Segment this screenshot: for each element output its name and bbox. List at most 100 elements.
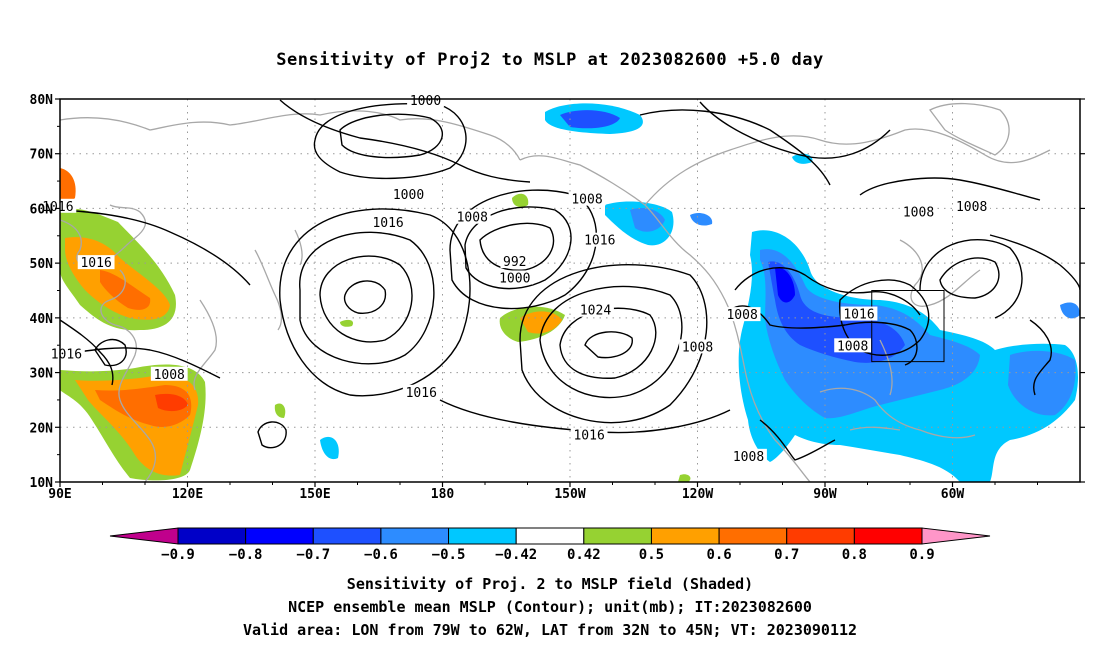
shade-negative-atlantic-east <box>1008 350 1076 416</box>
colorbar-segment <box>786 527 855 545</box>
shade-positive-asia-south-peak <box>155 393 188 412</box>
contour-label: 1008 <box>457 211 488 226</box>
lat-label: 80N <box>30 93 54 108</box>
lon-label: 120E <box>172 487 203 502</box>
coastline-greenland <box>929 102 1010 156</box>
coastline-japan <box>254 229 303 331</box>
lon-label: 90E <box>48 487 71 502</box>
coastline-florida <box>849 339 901 431</box>
contour-label-bg <box>47 346 85 361</box>
contour-label: 1016 <box>51 348 82 363</box>
contour-high-west-3 <box>299 231 435 365</box>
lat-label: 10N <box>30 476 54 491</box>
colorbar-label: −0.7 <box>296 547 330 563</box>
contour-high-pacific-4 <box>519 264 708 424</box>
contour-label: 1016 <box>843 308 874 323</box>
shade-positive-small-2 <box>340 319 354 327</box>
lat-lon-grid <box>60 99 1080 482</box>
contour-label-bg <box>390 186 427 201</box>
colorbar-label: −0.42 <box>495 547 537 563</box>
colorbar-segment <box>245 527 314 545</box>
contour-1008-asia <box>60 347 221 379</box>
shade-negative-america-core <box>768 261 905 363</box>
shade-positive-small-4 <box>678 474 691 482</box>
contour-1016-asia-left <box>60 319 114 386</box>
lat-label: 20N <box>30 421 54 436</box>
contour-label: 1008 <box>154 368 185 383</box>
contour-label: 1008 <box>733 450 764 465</box>
shade-positive-asia-north-core <box>100 270 151 310</box>
sensitivity-shading <box>60 103 1080 482</box>
contour-label-bg <box>500 254 530 269</box>
contour-low-siberia <box>339 113 443 159</box>
contour-1008-north-america <box>989 234 1080 291</box>
colorbar-label: 0.7 <box>774 547 799 563</box>
contour-label-bg <box>953 198 991 213</box>
contour-label: 1016 <box>584 234 615 249</box>
lat-label: 50N <box>30 257 54 272</box>
contour-north-top <box>699 101 891 159</box>
contour-low-siberia-outer <box>313 103 467 180</box>
contour-alaska-top <box>639 109 831 186</box>
coastline-gulf <box>819 387 976 439</box>
colorbar-label: 0.6 <box>706 547 731 563</box>
coastline-siberia <box>60 110 521 161</box>
contour-label-bg <box>453 209 491 224</box>
colorbar-right-arrow <box>921 527 991 545</box>
contour-small-low-south <box>257 421 287 449</box>
contour-canada-1 <box>859 177 1041 201</box>
contour-label: 1016 <box>573 428 604 443</box>
colorbar-segment <box>583 527 652 545</box>
contour-low-kamchatka-2 <box>464 206 572 290</box>
contour-label-bg <box>840 306 878 321</box>
colorbar-segment <box>448 527 517 545</box>
coastline-asia <box>60 204 157 482</box>
contour-label: 1008 <box>903 205 934 220</box>
colorbar-segment <box>650 527 720 545</box>
contour-canada-3 <box>919 239 1023 319</box>
contour-label-bg <box>496 270 534 285</box>
lat-label: 60N <box>30 202 54 217</box>
colorbar-label: 0.9 <box>909 547 934 563</box>
contour-1008-caribbean <box>759 419 836 461</box>
colorbar-label: −0.9 <box>161 547 195 563</box>
shade-negative-america-peak <box>775 267 795 303</box>
contour-1016-asia-top <box>60 209 251 286</box>
colorbar-label: 0.42 <box>567 547 601 563</box>
lon-label: 60W <box>941 487 965 502</box>
lat-label: 70N <box>30 148 54 163</box>
contour-label: 1008 <box>571 193 602 208</box>
contour-label: 992 <box>503 255 526 270</box>
colorbar-segment <box>853 527 923 545</box>
colorbar-label: 0.5 <box>639 547 664 563</box>
lon-label: 150W <box>554 487 585 502</box>
coastline-canada <box>644 128 1051 307</box>
lat-label: 40N <box>30 312 54 327</box>
contour-label-bg <box>39 198 77 213</box>
contour-label-bg <box>577 302 614 317</box>
contour-label: 1000 <box>499 271 530 286</box>
contour-label: 1016 <box>406 386 437 401</box>
shade-positive-pacific-core <box>520 311 562 334</box>
coastline-alaska <box>519 155 811 482</box>
colorbar-segment <box>177 527 247 545</box>
colorbar: −0.9 −0.8 −0.7 −0.6 −0.5 −0.42 0.42 0.5 0.6 0.7 0.… <box>109 527 991 563</box>
contour-1008-america-1 <box>729 305 918 366</box>
colorbar-left-arrow <box>109 527 179 545</box>
contour-1016-west <box>279 208 471 397</box>
contour-label: 1008 <box>726 308 757 323</box>
contour-label-bg <box>568 191 606 206</box>
contour-label: 1000 <box>410 94 441 109</box>
contour-label-bg <box>402 384 440 399</box>
contour-label: 1016 <box>372 216 403 231</box>
contour-low-kamchatka-3 <box>449 189 597 310</box>
contour-label-bg <box>900 204 937 219</box>
contour-label: 1008 <box>682 340 713 355</box>
colorbar-label: −0.6 <box>364 547 398 563</box>
contour-label: 1016 <box>80 256 111 271</box>
coastline-korea <box>193 299 217 391</box>
lat-label: 30N <box>30 367 54 382</box>
